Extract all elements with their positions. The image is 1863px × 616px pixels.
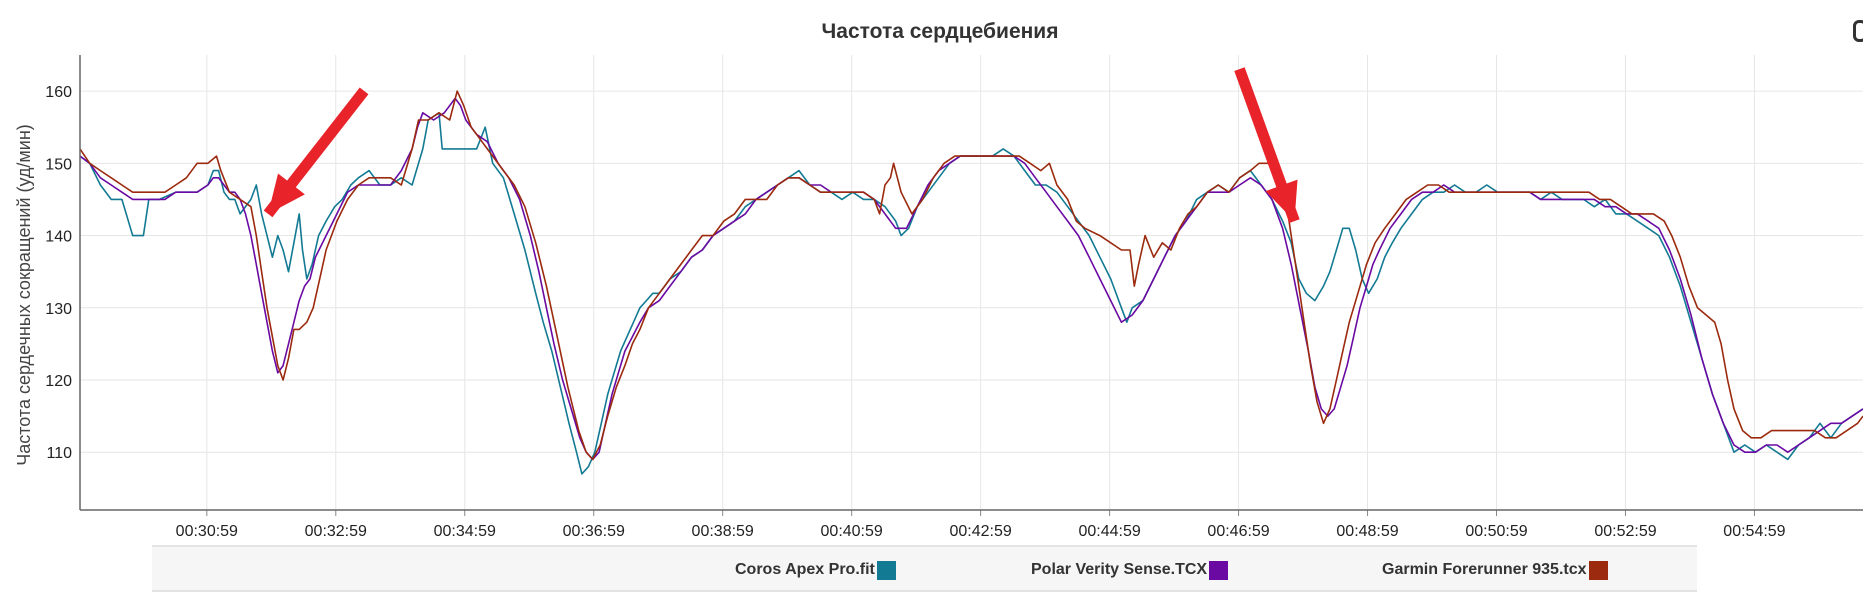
x-tick-label: 00:44:59 — [1078, 523, 1140, 540]
legend-label: Garmin Forerunner 935.tcx — [1382, 561, 1587, 578]
x-tick-label: 00:36:59 — [563, 523, 625, 540]
x-tick-label: 00:34:59 — [434, 523, 496, 540]
y-tick-label: 150 — [45, 156, 72, 173]
x-tick-label: 00:42:59 — [949, 523, 1011, 540]
x-tick-label: 00:40:59 — [821, 523, 883, 540]
x-tick-label: 00:54:59 — [1723, 523, 1785, 540]
y-tick-label: 140 — [45, 229, 72, 246]
series-line-0 — [79, 112, 1863, 475]
annotation-arrowhead — [268, 173, 305, 214]
series-lines — [79, 90, 1863, 475]
x-tick-label: 00:48:59 — [1336, 523, 1398, 540]
y-axis-label: Частота сердечных сокращений (уд/мин) — [14, 124, 34, 466]
legend-item-coros[interactable]: Coros Apex Pro.fit — [735, 559, 896, 581]
x-tick-label: 00:38:59 — [692, 523, 754, 540]
x-tick-label: 00:46:59 — [1207, 523, 1269, 540]
y-tick-label: 160 — [45, 84, 72, 101]
legend-swatch — [1588, 560, 1608, 580]
legend-item-polar[interactable]: Polar Verity Sense.TCX — [1031, 559, 1229, 581]
y-tick-label: 130 — [45, 301, 72, 318]
legend-swatch — [1209, 560, 1229, 580]
axes: 00:30:59 00:32:59 00:34:59 00:36:59 00:38:59… — [45, 55, 1863, 540]
series-line-1 — [79, 97, 1863, 461]
y-tick-label: 110 — [46, 445, 72, 462]
legend-label: Coros Apex Pro.fit — [735, 561, 875, 578]
legend: Coros Apex Pro.fit Polar Verity Sense.TC… — [152, 545, 1697, 592]
annotation-arrowhead — [1265, 179, 1298, 222]
x-tick-label: 00:50:59 — [1465, 523, 1527, 540]
x-tick-label: 00:32:59 — [305, 523, 367, 540]
legend-swatch — [876, 560, 896, 580]
annotations — [263, 67, 1300, 223]
legend-item-garmin[interactable]: Garmin Forerunner 935.tcx — [1382, 559, 1608, 581]
grid — [80, 55, 1863, 510]
series-line-2 — [79, 90, 1863, 461]
x-tick-label: 00:52:59 — [1594, 523, 1656, 540]
legend-label: Polar Verity Sense.TCX — [1031, 561, 1208, 578]
y-tick-label: 120 — [45, 373, 72, 390]
export-icon[interactable] — [1853, 20, 1863, 42]
chart-title: Частота сердцебиения — [822, 20, 1059, 43]
x-tick-label: 00:30:59 — [176, 523, 238, 540]
